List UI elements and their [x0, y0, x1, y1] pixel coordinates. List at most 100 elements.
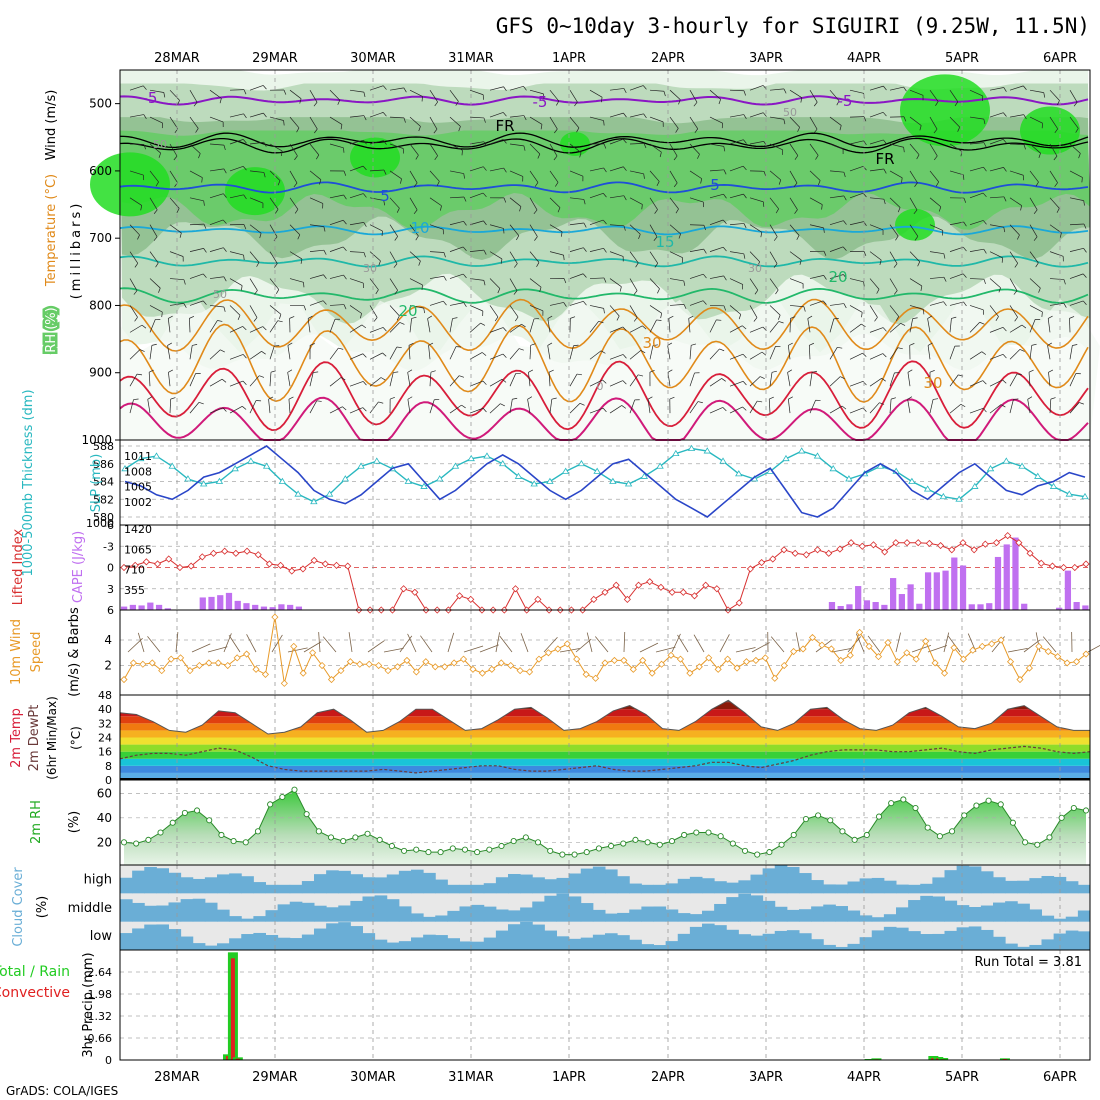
wind-barb — [869, 353, 883, 360]
wind-barb-flag — [1053, 155, 1058, 161]
cape-bar — [217, 595, 224, 610]
lifted-marker — [1004, 532, 1012, 540]
wind-barb — [829, 376, 841, 387]
cloud-cell — [883, 926, 897, 950]
top-day-label: 30MAR — [350, 51, 396, 66]
wind-barb — [229, 89, 245, 91]
slp-marker — [278, 477, 287, 484]
wind-barb-flag — [757, 400, 763, 403]
wind-barb-flag — [242, 406, 247, 410]
wind-barb-flag — [763, 171, 767, 177]
wind-barb-flag — [1047, 342, 1053, 346]
wind-barb — [609, 326, 624, 333]
wind-barb-flag — [161, 312, 163, 318]
contour-label: 30 — [748, 262, 762, 275]
cloud-cell — [896, 927, 909, 950]
cloud-cell — [580, 937, 594, 950]
rh-marker — [1058, 814, 1065, 821]
wind-barb-flag — [668, 315, 674, 319]
wind-barb-flag — [823, 251, 827, 256]
wind-barb-flag — [133, 398, 139, 400]
wind-barb-flag — [778, 321, 784, 324]
wind-barb — [1049, 143, 1058, 157]
wind-barb — [809, 170, 821, 181]
cloud-cell — [786, 930, 800, 950]
cloud-cell — [1041, 939, 1055, 950]
wind-barb-flag — [316, 400, 322, 402]
contour-label: 30 — [363, 262, 377, 275]
wind-barb-flag — [876, 289, 880, 294]
wind-barb-flag — [527, 396, 533, 400]
wind-barb — [809, 90, 818, 103]
wind-barb — [449, 89, 459, 102]
cloud-cell — [265, 910, 279, 922]
ylabel-wind: Wind (m/s) — [44, 90, 59, 161]
cloud-cell — [1005, 901, 1018, 922]
wind-barb — [949, 143, 963, 152]
rh-marker — [461, 846, 469, 853]
wind-barb — [709, 319, 717, 333]
wind-barb-flag — [153, 236, 158, 241]
slp-marker — [561, 467, 570, 474]
rh-marker — [717, 833, 724, 840]
wind-barb — [849, 407, 864, 414]
y-tick-label: 600 — [89, 164, 112, 178]
cloud-cell — [908, 931, 921, 950]
wind-barb — [489, 112, 504, 118]
bottom-day-label: 3APR — [749, 1070, 783, 1085]
contour-label: 50 — [153, 138, 167, 151]
wind-barb-flag — [173, 155, 178, 161]
wind-barb — [207, 646, 228, 653]
wind-barb-flag — [193, 102, 198, 107]
wind-barb — [149, 251, 159, 264]
wind-barb — [829, 318, 835, 333]
wind-barb — [869, 168, 884, 172]
contour-label: 5 — [710, 176, 720, 194]
wind-barb-flag — [373, 317, 378, 322]
lifted-marker — [534, 595, 542, 603]
wind-barb-flag — [1059, 232, 1062, 238]
wind-barb — [669, 89, 681, 100]
wind-marker — [648, 669, 656, 677]
wind-barb — [189, 345, 193, 360]
wind-barb-flag — [813, 101, 818, 107]
wind-barb — [548, 372, 551, 387]
wind-barb-flag — [241, 285, 243, 291]
wind-barb — [409, 197, 418, 211]
wind-barb — [389, 170, 402, 180]
wind-barb-flag — [434, 101, 438, 107]
wind-barb — [1069, 223, 1084, 226]
cloud-cell — [253, 916, 266, 922]
wind-barb-flag — [760, 232, 763, 238]
wind-barb — [429, 116, 438, 130]
precip-total-bar — [938, 1058, 949, 1060]
wind-barb-flag — [503, 167, 507, 173]
wind-barb — [629, 197, 643, 205]
wind-barb-flag — [483, 249, 487, 255]
wind-barb — [677, 634, 689, 653]
wind-marker — [158, 667, 166, 675]
temp-band — [120, 737, 1090, 745]
slp-marker — [184, 475, 192, 482]
cloud-cell — [592, 909, 606, 922]
wind-marker — [129, 659, 137, 667]
wind-barb-flag — [462, 273, 467, 279]
wind-barb — [569, 143, 582, 153]
wind-barb-flag — [343, 304, 347, 310]
rh-marker — [961, 812, 968, 819]
cloud-cell — [629, 939, 642, 950]
wind-barb-flag — [777, 314, 781, 320]
wind-barb — [809, 300, 824, 306]
wind-marker — [846, 651, 854, 659]
rh-marker — [327, 834, 335, 841]
wind-barb-flag — [723, 275, 727, 281]
wind-barb-flag — [982, 380, 987, 385]
wind-barb-flag — [579, 402, 585, 406]
wind-barb-flag — [463, 196, 467, 202]
cape-bar — [164, 608, 171, 610]
wind-barb-flag — [143, 85, 147, 90]
wind-barb-flag — [342, 246, 347, 251]
wind-barb-flag — [217, 320, 223, 322]
wind-barb — [729, 305, 741, 315]
slp-marker — [640, 472, 649, 479]
